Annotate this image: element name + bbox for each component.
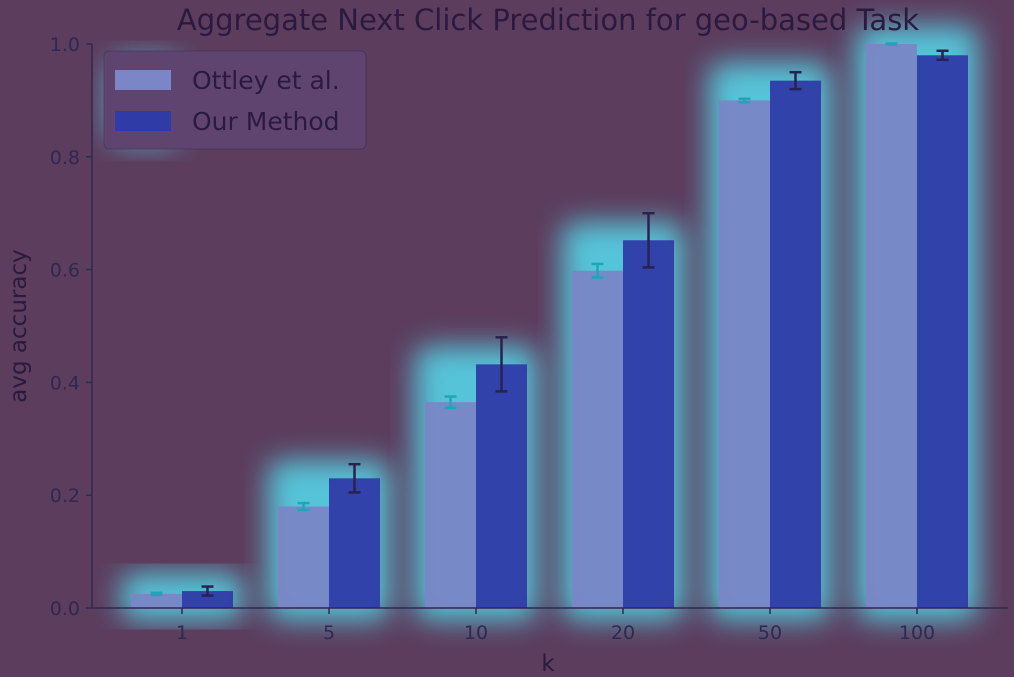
bar-ottley-1	[131, 593, 182, 608]
x-tick-label-1: 1	[176, 622, 188, 644]
y-tick-label-0.8: 0.8	[50, 147, 80, 169]
y-axis-label: avg accuracy	[6, 249, 32, 402]
x-tick-label-10: 10	[464, 622, 488, 644]
x-tick-label-100: 100	[899, 622, 935, 644]
x-tick-label-20: 20	[611, 622, 635, 644]
chart-title: Aggregate Next Click Prediction for geo-…	[177, 3, 919, 37]
errorbar-our-method-50	[789, 70, 802, 91]
errorbar-ottley-100	[885, 42, 898, 46]
axes-group: 1 5 10 20 50 100 0.0 0.2 0.4 0.6 0.8 1.0	[50, 34, 1008, 644]
y-tick-label-1.0: 1.0	[50, 34, 80, 56]
legend-swatch-our-method	[115, 111, 171, 131]
legend-label-ottley: Ottley et al.	[192, 66, 340, 95]
bar-ottley-20	[572, 270, 623, 608]
bar-ottley-100	[866, 44, 917, 608]
x-tick-label-50: 50	[758, 622, 782, 644]
bar-ottley-5	[278, 506, 329, 608]
bar-our-method-1	[182, 591, 233, 608]
bar-ottley-50	[719, 100, 770, 609]
errorbar-ottley-1	[150, 591, 163, 597]
bars-group	[131, 42, 968, 609]
errorbar-our-method-100	[936, 49, 949, 62]
legend-label-our-method: Our Method	[192, 107, 340, 136]
bar-our-method-100	[917, 55, 968, 608]
errorbar-our-method-20	[642, 211, 655, 269]
errorbar-our-method-5	[348, 462, 361, 494]
bar-our-method-20	[623, 240, 674, 608]
y-tick-label-0.6: 0.6	[50, 260, 80, 282]
bar-our-method-5	[329, 478, 380, 608]
errorbar-ottley-20	[591, 262, 604, 279]
errorbar-our-method-1	[201, 585, 214, 597]
bar-our-method-50	[770, 80, 821, 608]
y-tick-label-0.2: 0.2	[50, 485, 80, 507]
bar-ottley-10	[425, 402, 476, 608]
bar-our-method-10	[476, 364, 527, 608]
legend-swatch-ottley	[115, 70, 171, 90]
y-tick-label-0.4: 0.4	[50, 372, 80, 394]
errorbar-ottley-10	[444, 395, 457, 410]
y-tick-label-0.0: 0.0	[50, 598, 80, 620]
x-axis-label: k	[541, 651, 555, 677]
errorbar-ottley-5	[297, 501, 310, 512]
legend: Ottley et al. Our Method	[103, 50, 367, 150]
errorbar-our-method-10	[495, 336, 508, 393]
x-tick-label-5: 5	[323, 622, 335, 644]
errorbar-ottley-50	[738, 97, 751, 104]
